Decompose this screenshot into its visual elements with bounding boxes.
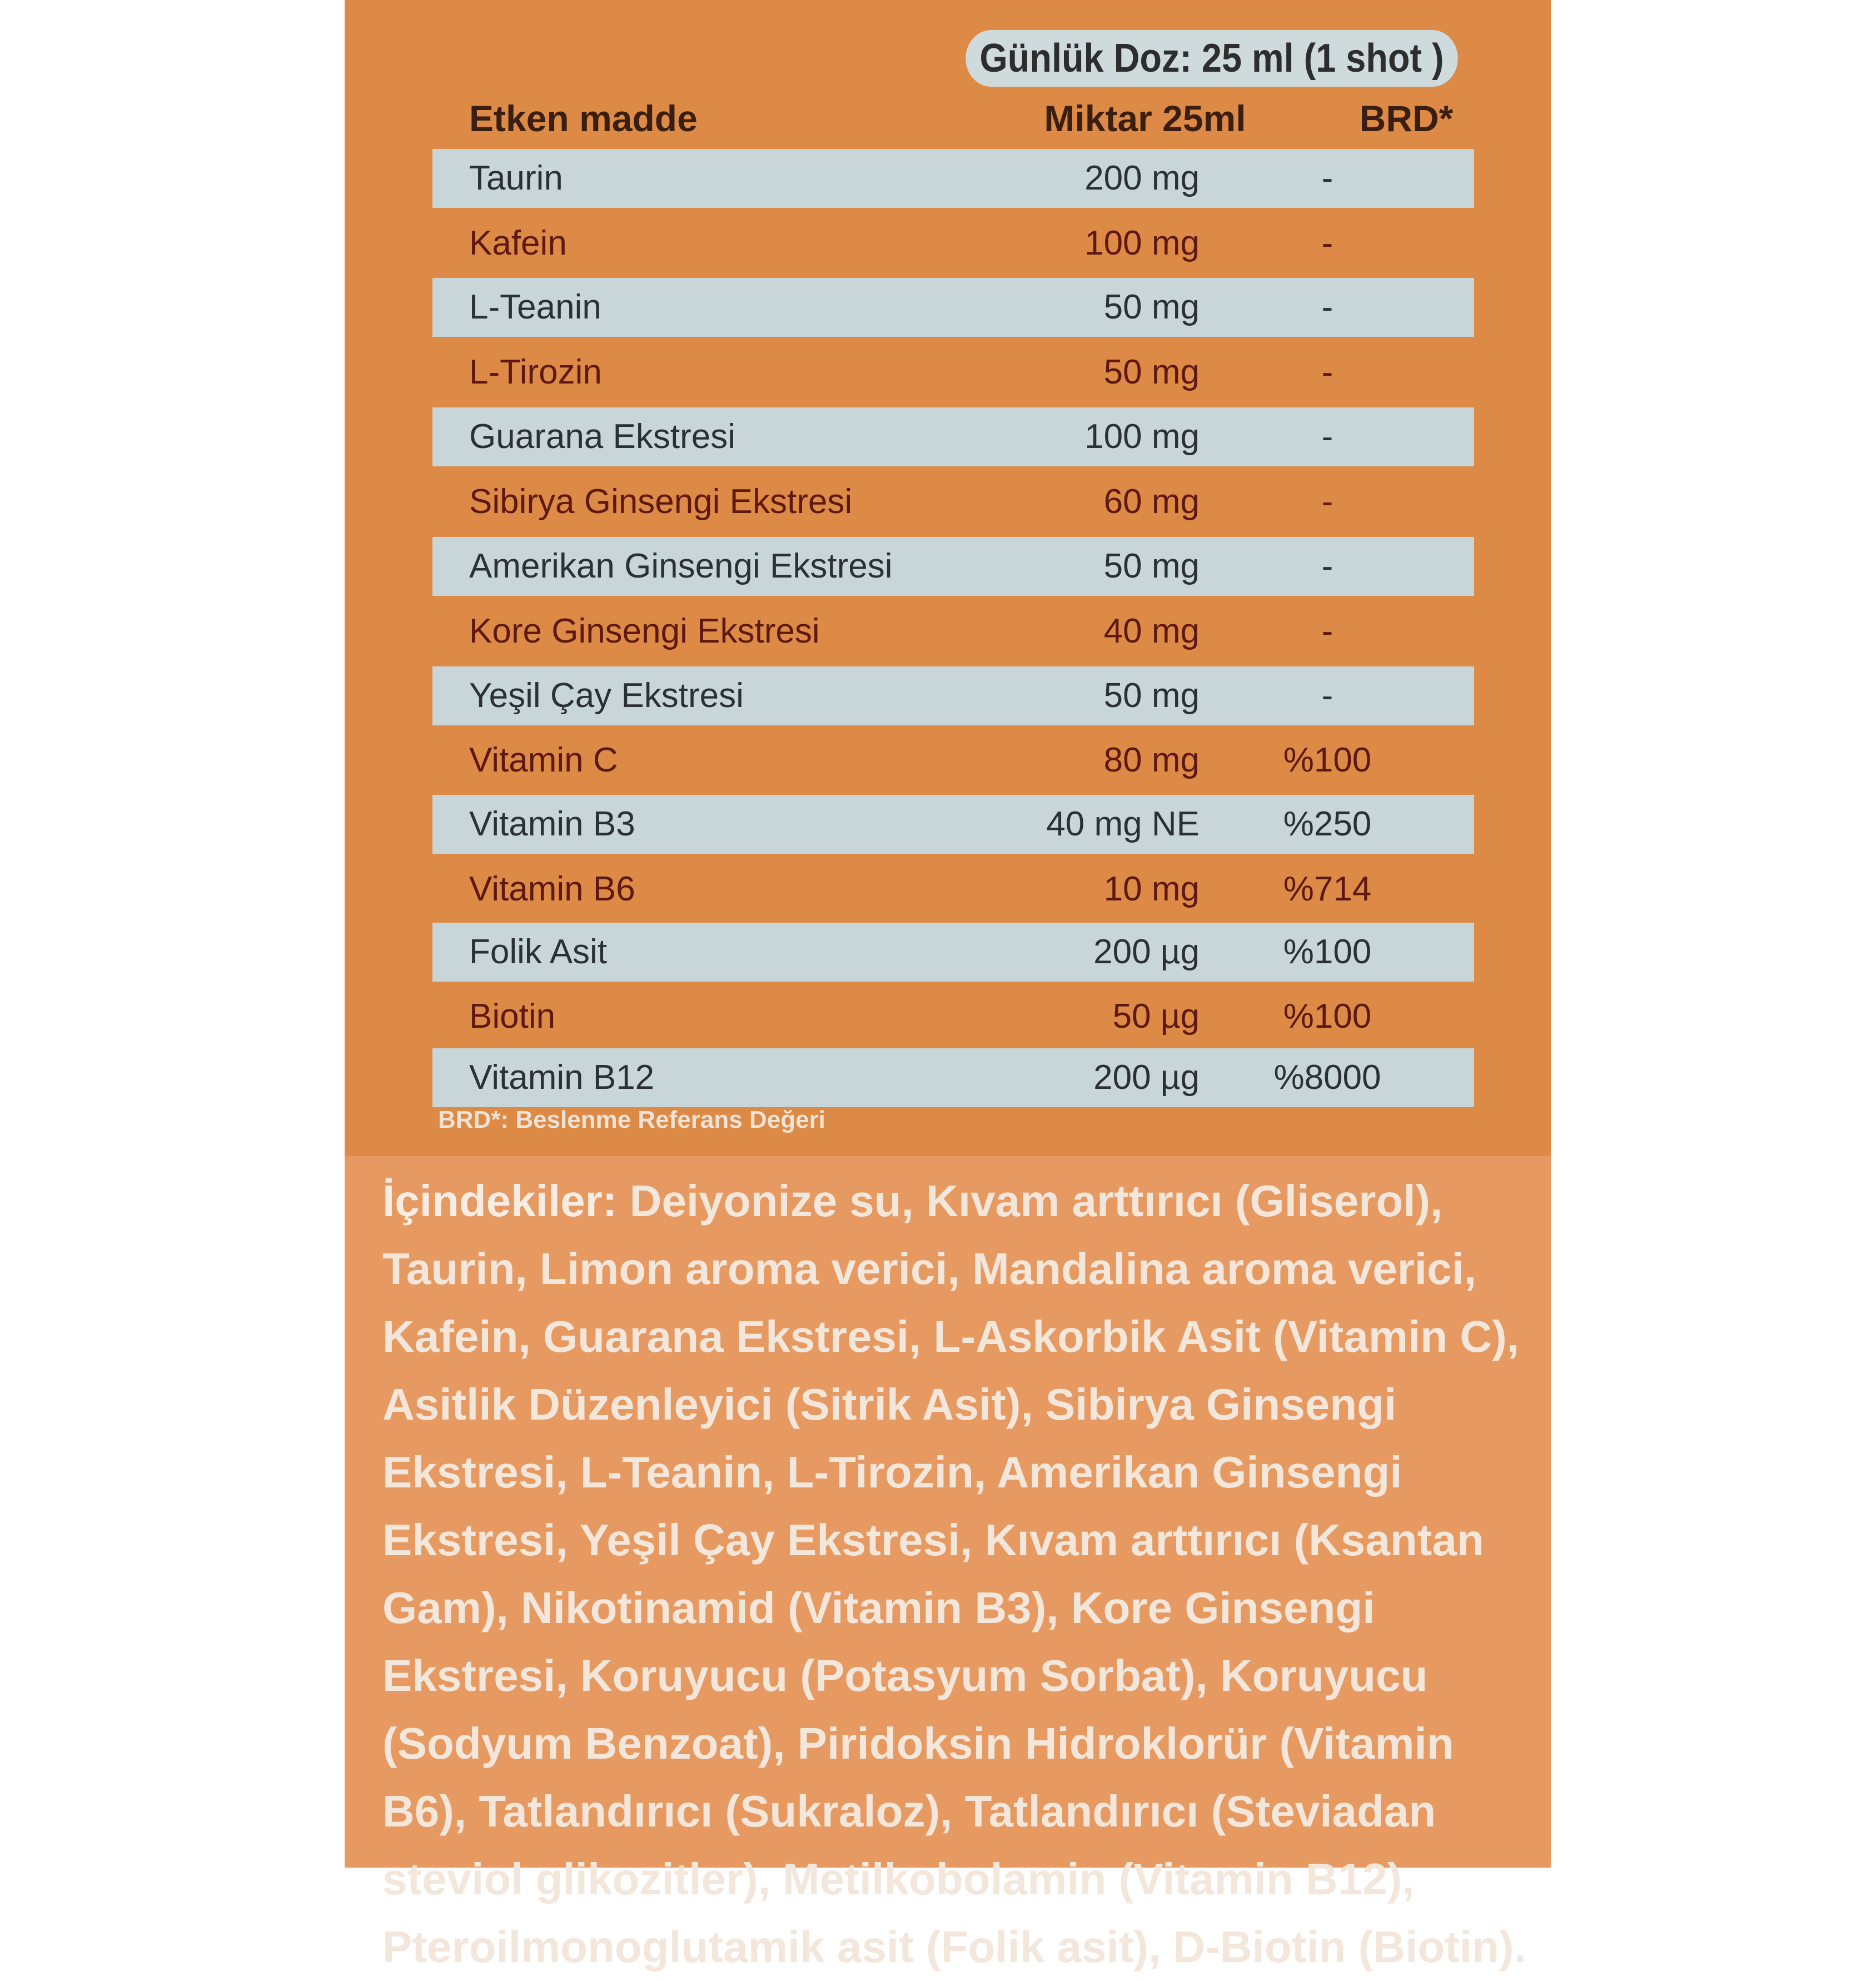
row-brd: - (1321, 417, 1333, 456)
row-amount: 100 mg (1084, 417, 1200, 456)
table-row: L-Tirozin 50 mg - (432, 343, 1474, 402)
row-brd: %100 (1283, 997, 1372, 1036)
header-active-ingredient: Etken madde (469, 98, 698, 139)
row-name: Sibirya Ginsengi Ekstresi (469, 482, 853, 521)
header-amount: Miktar 25ml (1044, 98, 1246, 139)
row-brd: %8000 (1273, 1058, 1381, 1097)
row-name: Vitamin B12 (469, 1058, 655, 1097)
row-amount: 40 mg NE (1046, 805, 1200, 843)
row-name: Yeşil Çay Ekstresi (469, 676, 744, 715)
table-row: Kafein 100 mg - (432, 214, 1474, 273)
row-name: Amerikan Ginsengi Ekstresi (469, 547, 893, 585)
row-amount: 80 mg (1103, 741, 1200, 779)
table-row: Vitamin B3 40 mg NE %250 (432, 795, 1474, 854)
daily-dose-badge: Günlük Doz: 25 ml (1 shot ) (966, 30, 1458, 87)
table-row: Yeşil Çay Ekstresi 50 mg - (432, 666, 1474, 725)
row-name: Kore Ginsengi Ekstresi (469, 612, 820, 650)
ingredients-text: Deiyonize su, Kıvam arttırıcı (Gliserol)… (382, 1176, 1526, 1972)
table-row: Guarana Ekstresi 100 mg - (432, 407, 1474, 466)
row-name: L-Teanin (469, 288, 601, 326)
table-row: Vitamin B12 200 µg %8000 (432, 1048, 1474, 1107)
table-row: Amerikan Ginsengi Ekstresi 50 mg - (432, 537, 1474, 596)
row-name: Biotin (469, 997, 556, 1036)
table-row: Biotin 50 µg %100 (432, 987, 1474, 1046)
row-amount: 50 µg (1112, 997, 1200, 1036)
row-amount: 50 mg (1103, 288, 1200, 326)
row-amount: 200 mg (1084, 159, 1200, 197)
row-amount: 50 mg (1103, 353, 1200, 391)
table-row: Sibirya Ginsengi Ekstresi 60 mg - (432, 472, 1474, 531)
table-row: Kore Ginsengi Ekstresi 40 mg - (432, 602, 1474, 661)
header-brd: BRD* (1359, 98, 1454, 139)
table-row: L-Teanin 50 mg - (432, 278, 1474, 337)
ingredients-paragraph: İçindekiler: Deiyonize su, Kıvam arttırı… (382, 1167, 1527, 1981)
row-brd: - (1321, 676, 1333, 715)
ingredients-area (345, 1156, 1551, 1868)
nutrition-table-area: Günlük Doz: 25 ml (1 shot ) Etken madde … (345, 0, 1551, 1156)
ingredients-label: İçindekiler: (382, 1176, 618, 1226)
row-brd: - (1321, 353, 1333, 391)
row-name: Vitamin B6 (469, 870, 635, 908)
row-name: Kafein (469, 224, 567, 262)
row-amount: 60 mg (1103, 482, 1200, 521)
row-brd: %714 (1283, 870, 1372, 908)
row-amount: 50 mg (1103, 547, 1200, 585)
row-brd: - (1321, 224, 1333, 262)
row-amount: 10 mg (1103, 870, 1200, 908)
row-amount: 40 mg (1103, 612, 1200, 650)
row-name: L-Tirozin (469, 353, 602, 391)
row-brd: - (1321, 612, 1333, 650)
row-amount: 50 mg (1103, 676, 1200, 715)
label-panel: Günlük Doz: 25 ml (1 shot ) Etken madde … (345, 0, 1551, 1972)
row-name: Folik Asit (469, 933, 608, 971)
row-brd: %100 (1283, 741, 1372, 779)
row-brd: %250 (1283, 805, 1372, 843)
row-name: Taurin (469, 159, 563, 197)
table-row: Folik Asit 200 µg %100 (432, 923, 1474, 982)
table-row: Taurin 200 mg - (432, 149, 1474, 208)
row-name: Vitamin B3 (469, 805, 635, 843)
row-brd: - (1321, 288, 1333, 326)
row-amount: 200 µg (1093, 1058, 1200, 1097)
row-brd: %100 (1283, 933, 1372, 971)
row-amount: 200 µg (1093, 933, 1200, 971)
table-row: Vitamin C 80 mg %100 (432, 731, 1474, 790)
row-name: Vitamin C (469, 741, 618, 779)
brd-footnote: BRD*: Beslenme Referans Değeri (438, 1106, 825, 1133)
row-name: Guarana Ekstresi (469, 417, 735, 456)
row-brd: - (1321, 482, 1333, 521)
row-brd: - (1321, 159, 1333, 197)
row-brd: - (1321, 547, 1333, 585)
table-row: Vitamin B6 10 mg %714 (432, 860, 1474, 919)
row-amount: 100 mg (1084, 224, 1200, 262)
